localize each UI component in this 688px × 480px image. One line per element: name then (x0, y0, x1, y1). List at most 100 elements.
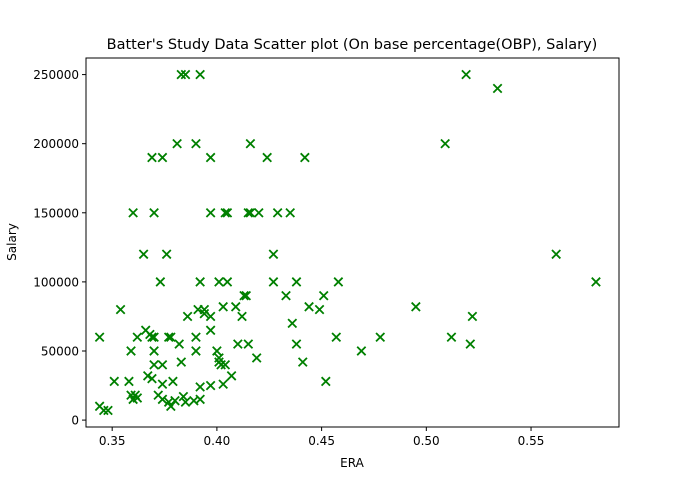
data-point-marker (191, 138, 201, 149)
data-point-marker (191, 346, 201, 356)
data-point-marker (174, 339, 185, 349)
data-point-marker (233, 339, 243, 349)
data-point-marker (239, 290, 249, 301)
data-point-marker (281, 290, 291, 301)
data-point-marker (492, 83, 503, 94)
x-tick-label: 0.55 (518, 434, 545, 448)
data-point-marker (149, 332, 159, 343)
data-point-marker (172, 138, 182, 149)
y-tick-label: 250000 (33, 68, 79, 82)
data-point-marker (191, 332, 201, 343)
data-point-marker (551, 249, 562, 260)
data-point-marker (287, 318, 298, 329)
data-point-marker (157, 379, 168, 389)
data-point-marker (161, 249, 172, 260)
plot-frame (85, 57, 620, 428)
y-tick-label: 150000 (33, 206, 79, 220)
data-point-marker (132, 393, 143, 403)
data-point-marker (285, 207, 296, 218)
data-point-marker (195, 277, 205, 287)
data-point-marker (245, 138, 256, 149)
data-point-marker (163, 332, 174, 343)
data-point-marker (465, 339, 476, 349)
data-point-marker (180, 69, 191, 80)
y-tick-label: 50000 (41, 344, 79, 358)
data-point-marker (157, 394, 168, 405)
data-point-marker (216, 359, 226, 370)
data-point-marker (98, 405, 109, 416)
data-point-marker (205, 152, 216, 163)
data-point-marker (149, 359, 159, 370)
y-tick-label: 0 (71, 414, 79, 428)
data-point-marker (128, 207, 138, 218)
data-point-marker (155, 277, 166, 287)
data-point-marker (320, 376, 331, 387)
data-point-marker (220, 207, 231, 218)
data-point-marker (243, 339, 254, 349)
data-point-marker (178, 391, 189, 402)
data-point-marker (149, 207, 159, 218)
data-point-marker (218, 379, 229, 389)
data-point-marker (205, 325, 216, 336)
x-tick-label: 0.45 (308, 434, 335, 448)
data-point-marker (291, 339, 302, 349)
data-point-marker (440, 138, 451, 149)
data-point-marker (222, 207, 233, 218)
data-point-marker (304, 301, 314, 312)
data-point-marker (446, 332, 457, 343)
data-point-marker (318, 290, 329, 301)
data-point-marker (147, 152, 157, 163)
data-point-marker (195, 382, 205, 392)
data-point-marker (142, 371, 153, 381)
data-point-marker (205, 311, 216, 322)
data-point-marker (205, 380, 216, 391)
data-point-marker (251, 353, 262, 363)
data-point-marker (170, 395, 180, 406)
data-point-marker (243, 207, 254, 218)
data-point-marker (115, 304, 126, 315)
data-point-marker (314, 304, 325, 315)
data-points (94, 69, 601, 416)
data-point-marker (168, 376, 178, 387)
x-axis-ticks: 0.35 0.40 0.45 0.50 0.55 (99, 427, 545, 448)
data-point-marker (195, 69, 205, 80)
data-point-marker (375, 332, 386, 343)
data-point-marker (94, 332, 105, 343)
data-point-marker (220, 359, 231, 370)
data-point-marker (195, 394, 205, 405)
data-point-marker (245, 207, 256, 218)
data-point-marker (297, 357, 308, 367)
y-tick-label: 200000 (33, 137, 79, 151)
data-point-marker (132, 332, 143, 343)
data-point-marker (218, 301, 229, 312)
data-point-marker (230, 301, 241, 312)
data-point-marker (356, 346, 367, 356)
data-point-marker (241, 290, 252, 301)
x-tick-label: 0.35 (99, 434, 126, 448)
data-point-marker (157, 359, 168, 370)
data-point-marker (180, 397, 191, 407)
data-point-marker (138, 249, 149, 260)
data-point-marker (212, 346, 222, 356)
data-point-marker (176, 357, 187, 367)
y-tick-label: 100000 (33, 275, 79, 289)
data-point-marker (333, 277, 344, 287)
data-point-marker (214, 277, 224, 287)
data-point-marker (291, 277, 302, 287)
data-point-marker (157, 152, 168, 163)
x-tick-label: 0.40 (204, 434, 231, 448)
data-point-marker (199, 308, 210, 319)
data-point-marker (182, 311, 193, 322)
data-point-marker (109, 376, 120, 387)
data-point-marker (268, 277, 279, 287)
data-point-marker (237, 311, 247, 322)
x-tick-label: 0.50 (413, 434, 440, 448)
x-axis-label: ERA (340, 456, 364, 470)
y-axis-label: Salary (5, 223, 19, 261)
data-point-marker (124, 376, 134, 387)
data-point-marker (126, 346, 136, 356)
data-point-marker (205, 207, 216, 218)
data-point-marker (165, 401, 176, 412)
data-point-marker (262, 152, 272, 163)
